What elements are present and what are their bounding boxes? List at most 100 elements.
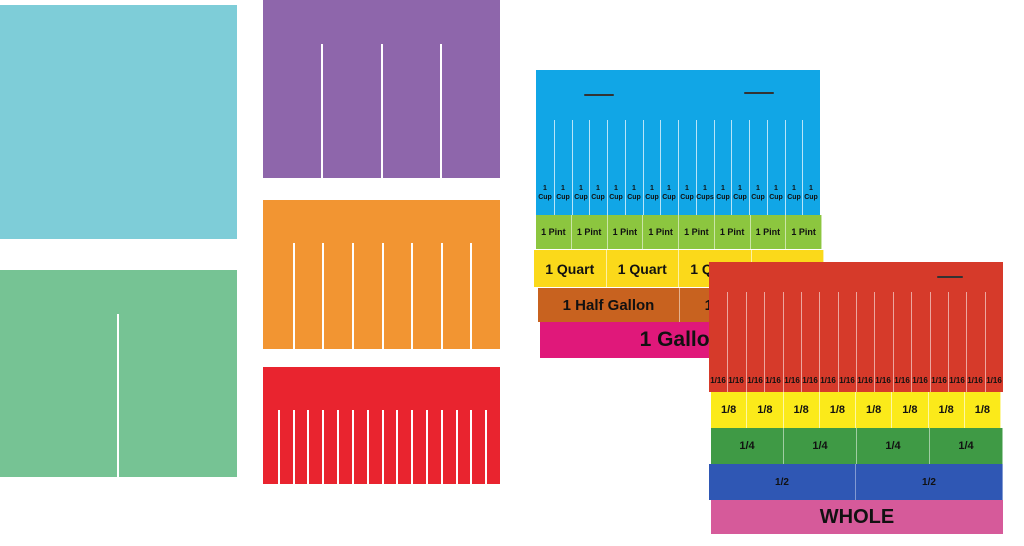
tab-cut — [714, 120, 715, 215]
sheet-cut — [293, 410, 295, 484]
sheet-cut — [352, 243, 354, 349]
tab-cut — [749, 120, 750, 215]
tab-cut — [727, 292, 728, 392]
sixteenth-label: 1/16 — [857, 376, 873, 385]
tab-cut — [660, 120, 661, 215]
whole-label: WHOLE — [819, 505, 895, 528]
cup-label: 1 Cup — [609, 185, 623, 201]
quarter-label: 1/4 — [784, 428, 857, 464]
purple-sheet — [263, 0, 500, 178]
quarters-row: 1/4 1/4 1/4 1/4 — [711, 428, 1003, 464]
tab-cut — [678, 120, 679, 215]
cup-label: 1 Cup — [627, 185, 641, 201]
tab-cut — [838, 292, 839, 392]
tab-cut — [554, 120, 555, 215]
gallon-label: 1 Gallon — [639, 328, 723, 351]
quarter-label: 1/4 — [711, 428, 784, 464]
tab-cut — [607, 120, 608, 215]
sheet-cut — [382, 243, 384, 349]
sixteenths-layer: 1/16 1/16 1/16 1/16 1/16 1/16 1/16 1/16 1/16 1/16… — [709, 262, 1003, 392]
sheet-cut — [117, 314, 119, 477]
staple — [744, 92, 774, 94]
half-label: 1/2 — [856, 464, 1003, 500]
cup-label: 1 Cup — [591, 185, 605, 201]
tab-cut — [966, 292, 967, 392]
sixteenth-label: 1/16 — [728, 376, 744, 385]
sheet-cut — [293, 243, 295, 349]
cup-label: 1 Cup — [556, 185, 570, 201]
sheet-cut — [441, 410, 443, 484]
light-blue-sheet — [0, 5, 237, 239]
quarter-label: 1/4 — [857, 428, 930, 464]
tab-cut — [819, 292, 820, 392]
tab-cut — [802, 120, 803, 215]
cup-label: 1 Cup — [787, 185, 801, 201]
tab-cut — [948, 292, 949, 392]
tab-cut — [625, 120, 626, 215]
sixteenth-label: 1/16 — [986, 376, 1002, 385]
tab-cut — [589, 120, 590, 215]
cup-label: 1 Cup — [769, 185, 783, 201]
staple — [937, 276, 963, 278]
sixteenth-label: 1/16 — [710, 376, 726, 385]
halves-row: 1/2 1/2 — [709, 464, 1003, 500]
cup-label: 1 Cup — [733, 185, 747, 201]
sixteenth-label: 1/16 — [820, 376, 836, 385]
sixteenth-label: 1/16 — [894, 376, 910, 385]
eighth-label: 1/8 — [711, 392, 748, 428]
eighth-label: 1/8 — [929, 392, 965, 428]
cup-layer: 1 Cup 1 Cup 1 Cup 1 Cup 1 Cup 1 Cup 1 Cup 1 Cup… — [536, 70, 820, 215]
sixteenth-label: 1/16 — [784, 376, 800, 385]
eighth-label: 1/8 — [820, 392, 856, 428]
orange-sheet — [263, 200, 500, 349]
pint-label: 1 Pint — [536, 215, 572, 249]
pint-label: 1 Pint — [786, 215, 822, 249]
fraction-chart: 1/16 1/16 1/16 1/16 1/16 1/16 1/16 1/16 1/16 1/16… — [707, 262, 1007, 534]
cup-label: 1 Cup — [538, 185, 552, 201]
sheet-cut — [367, 410, 369, 484]
cup-label: 1 Cup — [751, 185, 765, 201]
sheet-cut — [382, 410, 384, 484]
sixteenth-label: 1/16 — [839, 376, 855, 385]
cup-label: 1 Cup — [680, 185, 694, 201]
tab-cut — [911, 292, 912, 392]
tab-cut — [746, 292, 747, 392]
red-sheet — [263, 367, 500, 484]
sixteenth-label: 1/16 — [967, 376, 983, 385]
sixteenth-label: 1/16 — [949, 376, 965, 385]
tab-cut — [783, 292, 784, 392]
sheet-cut — [470, 410, 472, 484]
staple — [584, 94, 614, 96]
green-sheet — [0, 270, 237, 477]
eighth-label: 1/8 — [856, 392, 893, 428]
cup-label: 1 Cup — [804, 185, 818, 201]
sixteenth-label: 1/16 — [802, 376, 818, 385]
sixteenth-label: 1/16 — [747, 376, 763, 385]
eighths-row: 1/8 1/8 1/8 1/8 1/8 1/8 1/8 1/8 — [711, 392, 1001, 428]
sheet-cut — [411, 243, 413, 349]
pint-label: 1 Pint — [608, 215, 644, 249]
cup-label: 1 Cup — [574, 185, 588, 201]
quart-label: 1 Quart — [534, 250, 607, 287]
sheet-cut — [322, 243, 324, 349]
sheet-cut — [440, 44, 442, 178]
sheet-cut — [426, 410, 428, 484]
tab-cut — [985, 292, 986, 392]
cup-label: 1 Cups — [696, 185, 714, 201]
half-gallon-label: 1 Half Gallon — [538, 288, 680, 322]
quarter-label: 1/4 — [930, 428, 1003, 464]
tab-cut — [893, 292, 894, 392]
sheet-cut — [456, 410, 458, 484]
sheet-cut — [381, 44, 383, 178]
tab-cut — [801, 292, 802, 392]
pint-label: 1 Pint — [572, 215, 608, 249]
sheet-cut — [337, 410, 339, 484]
sheet-cut — [441, 243, 443, 349]
pint-label: 1 Pint — [643, 215, 679, 249]
tab-cut — [731, 120, 732, 215]
tab-cut — [696, 120, 697, 215]
tab-cut — [856, 292, 857, 392]
sixteenth-label: 1/16 — [875, 376, 891, 385]
sixteenth-label: 1/16 — [931, 376, 947, 385]
quart-label: 1 Quart — [607, 250, 679, 287]
